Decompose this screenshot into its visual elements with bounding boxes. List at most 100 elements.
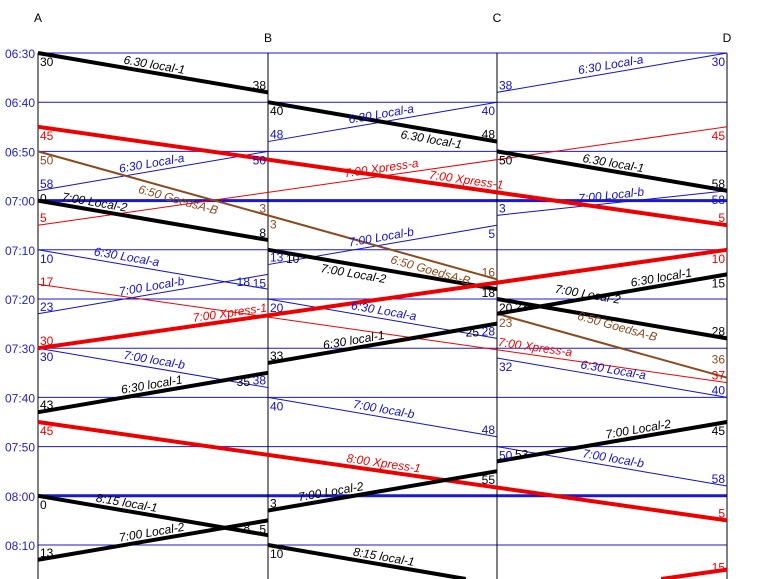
train-segment	[496, 272, 728, 316]
train-segment	[37, 51, 269, 95]
arrival-minute-label: 18	[482, 286, 496, 300]
departure-minute-label: 32	[499, 360, 513, 374]
train-path	[37, 198, 728, 341]
time-tick-label: 07:10	[5, 244, 35, 258]
departure-minute-label: 30	[40, 350, 54, 364]
arrival-minute-label: 38	[253, 374, 267, 388]
departure-minute-label: 40	[270, 399, 284, 413]
arrival-minute-label: 13	[270, 251, 284, 265]
departure-minute-label: 45	[40, 129, 54, 143]
train-name-label: 7:00 Local-b	[578, 185, 645, 206]
departure-minute-label: 50	[40, 153, 54, 167]
time-tick-label: 07:00	[5, 195, 35, 209]
departure-minute-label: 45	[712, 129, 726, 143]
departure-minute-label: 15	[712, 561, 726, 575]
train-segment	[37, 283, 728, 384]
departure-minute-label: 10	[286, 252, 300, 266]
departure-minute-label: 50	[253, 153, 267, 167]
arrival-minute-label: 5	[40, 211, 47, 225]
departure-minute-label: 17	[40, 275, 54, 289]
train-path	[37, 493, 467, 579]
arrival-minute-label: 8	[243, 521, 250, 535]
train-segment	[496, 312, 728, 379]
station-label-d: D	[723, 31, 732, 45]
train-segment	[267, 214, 498, 281]
departure-minute-label: 15	[712, 276, 726, 290]
train-path	[37, 283, 728, 384]
arrival-minute-label: 38	[499, 78, 513, 92]
arrival-minute-label: 53	[515, 447, 529, 461]
train-segment	[37, 420, 728, 523]
time-tick-label: 07:30	[5, 342, 35, 356]
departure-minute-label: 10	[270, 547, 284, 561]
station-label-c: C	[493, 11, 502, 25]
train-segment	[267, 396, 498, 438]
train-segment	[496, 190, 728, 216]
station-label-a: A	[34, 11, 42, 25]
arrival-minute-label: 28	[482, 324, 496, 338]
departure-minute-label: 40	[270, 104, 284, 118]
time-tick-label: 07:40	[5, 391, 35, 405]
departure-minute-label: 30	[40, 55, 54, 69]
arrival-minute-label: 33	[270, 349, 284, 363]
train-name-label: 6:30 Local-a	[118, 151, 186, 176]
arrival-minute-label: 37	[712, 369, 726, 383]
arrival-minute-label: 38	[253, 78, 267, 92]
departure-minute-label: 55	[482, 473, 496, 487]
station-label-b: B	[264, 31, 272, 45]
arrival-minute-label: 48	[482, 128, 496, 142]
train-name-label: 7:00 Local-b	[118, 274, 186, 299]
departure-minute-label: 15	[253, 276, 267, 290]
train-segment	[267, 247, 498, 292]
train-path	[660, 567, 728, 579]
arrival-minute-label: 58	[712, 472, 726, 486]
train-name-label: 7:00 Local-b	[347, 224, 415, 249]
arrival-minute-label: 5	[718, 211, 725, 225]
arrival-minute-label: 36	[712, 353, 726, 367]
train-path	[37, 150, 728, 379]
departure-minute-label: 58	[712, 193, 726, 207]
arrival-minute-label: 23	[515, 300, 529, 314]
time-tick-label: 07:50	[5, 441, 35, 455]
departure-minute-label: 10	[712, 252, 726, 266]
train-name-label: 6:30 Local-a	[580, 357, 648, 382]
departure-minute-label: 3	[270, 217, 277, 231]
departure-minute-label: 35	[237, 375, 251, 389]
time-tick-label: 08:00	[5, 490, 35, 504]
time-tick-label: 06:40	[5, 96, 35, 110]
train-segment	[496, 52, 728, 93]
train-path	[37, 272, 728, 415]
train-segment	[37, 249, 269, 290]
departure-minute-label: 0	[40, 498, 47, 512]
train-name-label: 6:30 Local-a	[350, 298, 418, 323]
arrival-minute-label: 13	[40, 546, 54, 560]
time-tick-label: 06:50	[5, 145, 35, 159]
departure-minute-label: 0	[40, 192, 47, 206]
departure-minute-label: 23	[499, 316, 513, 330]
departure-minute-label: 45	[40, 424, 54, 438]
train-path	[37, 51, 728, 193]
departure-minute-label: 50	[499, 449, 513, 463]
train-segment	[37, 370, 269, 415]
arrival-minute-label: 48	[482, 423, 496, 437]
departure-minute-label: 5	[488, 227, 495, 241]
train-segment	[37, 150, 269, 217]
departure-minute-label: 40	[482, 104, 496, 118]
time-tick-label: 06:30	[5, 47, 35, 61]
departure-minute-label: 30	[712, 55, 726, 69]
train-segment	[267, 321, 498, 365]
departure-minute-label: 20	[499, 301, 513, 315]
departure-minute-label: 10	[40, 252, 54, 266]
arrival-minute-label: 58	[40, 177, 54, 191]
train-path	[37, 124, 728, 228]
arrival-minute-label: 58	[712, 177, 726, 191]
train-segment	[37, 124, 728, 228]
arrival-minute-label: 28	[712, 324, 726, 338]
time-tick-label: 07:20	[5, 293, 35, 307]
train-segment	[37, 247, 728, 351]
arrival-minute-label: 8	[259, 226, 266, 240]
arrival-minute-label: 23	[40, 300, 54, 314]
arrival-minute-label: 48	[270, 128, 284, 142]
arrival-minute-label: 3	[270, 497, 277, 511]
